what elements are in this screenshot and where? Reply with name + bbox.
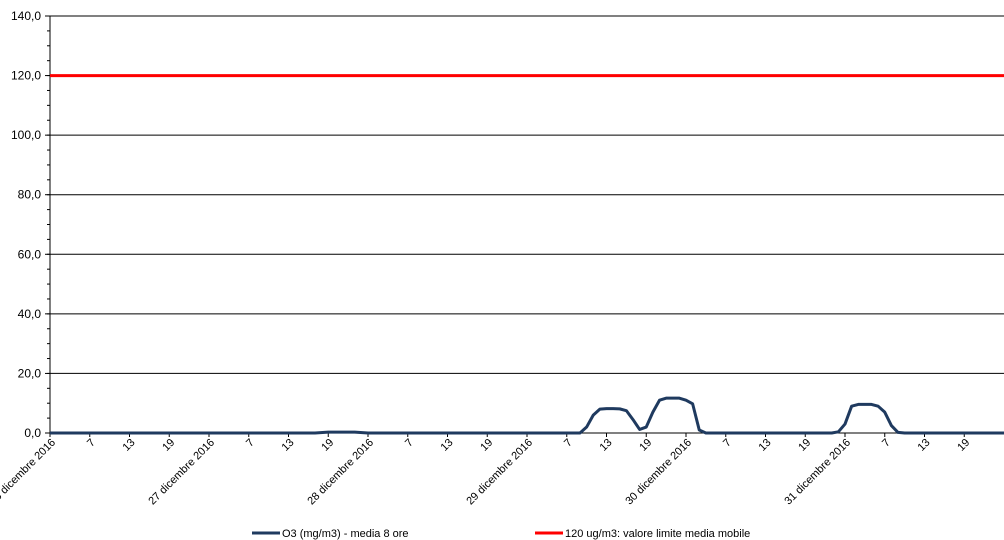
x-tick-label: 7 [403,437,416,450]
y-tick-label: 120,0 [11,69,41,83]
y-tick-label: 40,0 [18,307,42,321]
x-tick-label: 31 dicembre 2016 [782,437,853,508]
y-tick-label: 60,0 [18,247,42,261]
x-tick-label: 27 dicembre 2016 [146,437,217,508]
x-tick-label: 7 [244,437,257,450]
x-tick-label: 19 [955,437,972,454]
y-tick-label: 20,0 [18,366,42,380]
x-tick-label: 7 [562,437,575,450]
x-tick-label: 13 [597,437,614,454]
legend-label: 120 ug/m3: valore limite media mobile [565,528,750,540]
y-tick-label: 80,0 [18,188,42,202]
x-tick-label: 26 dicembre 2016 [0,437,58,508]
x-tick-label: 13 [915,437,932,454]
x-tick-label: 19 [637,437,654,454]
series-lines [50,74,1004,435]
y-tick-label: 140,0 [11,9,41,23]
y-axis: 0,0 20,0 40,0 60,0 80,0 100,0 120,0 140,0 [11,9,51,440]
x-tick-label: 29 dicembre 2016 [464,437,535,508]
x-tick-label: 7 [85,437,98,450]
gridlines [50,15,1004,434]
series-line-o3 [50,396,1004,435]
x-tick-label: 13 [438,437,455,454]
legend: O3 (mg/m3) - media 8 ore 120 ug/m3: valor… [252,528,750,540]
x-tick-label: 13 [120,437,137,454]
x-tick-label: 13 [279,437,296,454]
x-tick-label: 7 [880,437,893,450]
x-tick-label: 19 [160,437,177,454]
y-tick-label: 0,0 [24,426,41,440]
y-tick-label: 100,0 [11,128,41,142]
x-tick-label: 28 dicembre 2016 [305,437,376,508]
x-tick-label: 19 [478,437,495,454]
x-tick-label: 19 [796,437,813,454]
x-tick-label: 30 dicembre 2016 [623,437,694,508]
x-tick-label: 7 [721,437,734,450]
x-tick-label: 13 [756,437,773,454]
x-tick-label: 19 [319,437,336,454]
legend-label: O3 (mg/m3) - media 8 ore [282,528,409,540]
